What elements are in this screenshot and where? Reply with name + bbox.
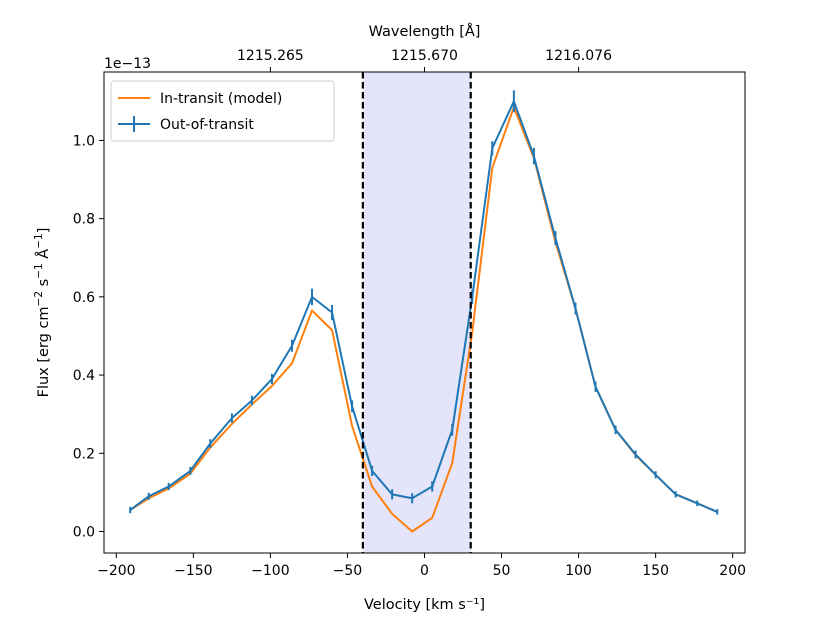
- y-label-segment: Flux [erg cm: [36, 306, 52, 397]
- x-tick-label: −200: [97, 563, 135, 579]
- y-tick-label: 0.6: [73, 290, 95, 306]
- legend: In-transit (model) Out-of-transit: [110, 80, 335, 142]
- x-tick-label: −150: [174, 563, 212, 579]
- x-tick-label: −100: [251, 563, 289, 579]
- legend-box: [110, 80, 335, 142]
- x-tick-label: 50: [493, 563, 511, 579]
- y-label-segment: s: [36, 279, 52, 291]
- x-tick-label: 200: [719, 563, 746, 579]
- y-label-superscript: −2: [33, 291, 45, 306]
- legend-in-transit-label: In-transit (model): [160, 91, 282, 107]
- x-tick-label: −50: [333, 563, 363, 579]
- y-tick-label: 0.2: [73, 446, 95, 462]
- top-axis-tick-label: 1216.076: [545, 48, 612, 64]
- y-label-segment: Å: [35, 249, 52, 264]
- top-axis-tick-label: 1215.265: [237, 48, 304, 64]
- y-label-segment: ]: [36, 228, 52, 234]
- top-axis-tick-label: 1215.670: [391, 48, 458, 64]
- legend-out-of-transit-label: Out-of-transit: [160, 117, 254, 133]
- y-tick-label: 0.4: [73, 368, 95, 384]
- top-axis-label: Wavelength [Å]: [369, 23, 481, 40]
- y-tick-label: 1.0: [73, 133, 95, 149]
- y-label-superscript: −1: [33, 263, 45, 278]
- x-tick-label: 150: [642, 563, 669, 579]
- offset-text: 1e−13: [104, 56, 151, 72]
- x-tick-label: 0: [420, 563, 429, 579]
- y-tick-label: 0.8: [73, 212, 95, 228]
- y-axis-label: Flux [erg cm−2 s−1 Å−1]: [33, 228, 52, 398]
- shaded-region: [362, 72, 471, 553]
- y-tick-label: 0.0: [73, 524, 95, 540]
- y-label-superscript: −1: [33, 233, 45, 248]
- x-axis-label: Velocity [km s⁻¹]: [364, 597, 485, 613]
- x-tick-label: 100: [565, 563, 592, 579]
- out-of-transit-line: [129, 100, 718, 513]
